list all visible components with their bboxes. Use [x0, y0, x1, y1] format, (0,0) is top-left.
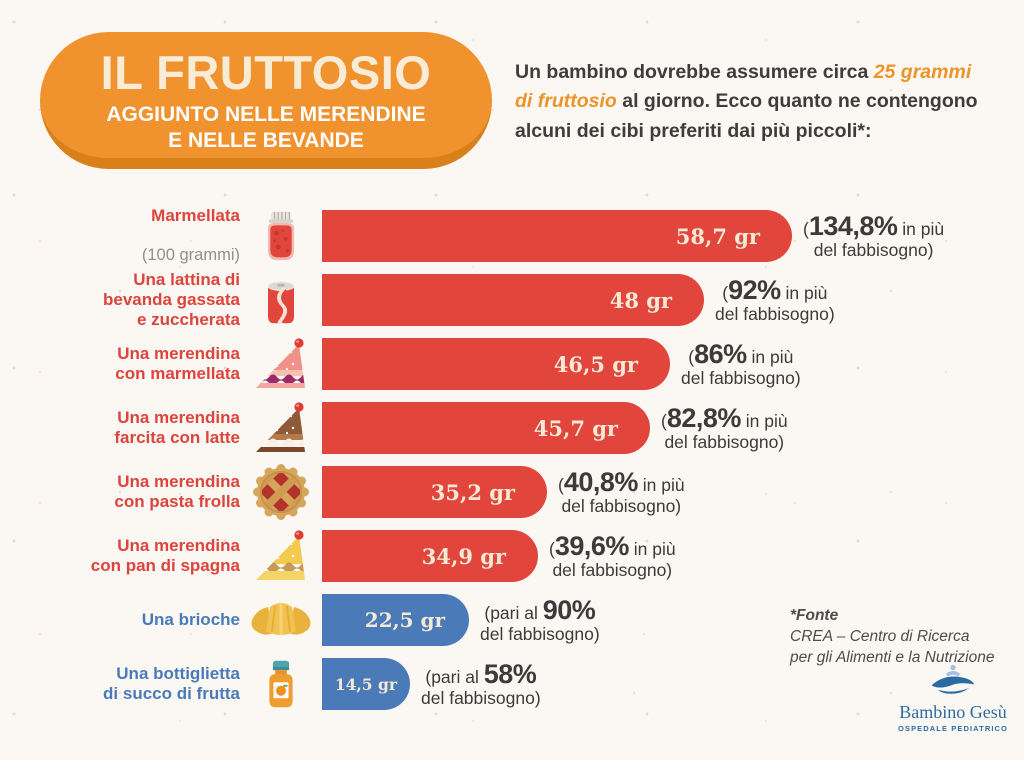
bar-value: 48 gr	[609, 287, 672, 313]
croissant-icon	[240, 597, 322, 643]
juice-bottle-icon	[240, 656, 322, 712]
row-brioche: Una brioche 22,5 gr (pari al 90% del fab…	[0, 594, 1024, 646]
bar-track: 14,5 gr (pari al 58% del fabbisogno)	[322, 658, 1024, 710]
hospital-logo: Bambino Gesù OSPEDALE PEDIATRICO	[888, 664, 1018, 733]
intro-post: al giorno. Ecco quanto ne contengono alc…	[515, 90, 978, 142]
bar: 22,5 gr	[322, 594, 469, 646]
source-line1: CREA – Centro di Ricerca	[790, 627, 970, 645]
bar-track: 58,7 gr (134,8% in più del fabbisogno)	[322, 210, 1024, 262]
bar-annotation: (40,8% in più del fabbisogno)	[558, 466, 685, 517]
bar-annotation: (39,6% in più del fabbisogno)	[549, 530, 676, 581]
row-pan-di-spagna: Una merendina con pan di spagna	[0, 530, 1024, 582]
bar-annotation: (134,8% in più del fabbisogno)	[803, 210, 945, 261]
hospital-logo-subtitle: OSPEDALE PEDIATRICO	[898, 724, 1008, 733]
row-merendina-latte: Una merendina farcita con latte	[0, 402, 1024, 454]
source-note: *Fonte CREA – Centro di Ricerca per gli …	[790, 606, 994, 669]
bar: 45,7 gr	[322, 402, 650, 454]
row-pasta-frolla: Una merendina con pasta frolla	[0, 464, 1024, 520]
row-sublabel: (100 grammi)	[141, 246, 240, 265]
row-label: Marmellata (100 grammi)	[0, 186, 240, 286]
cake-slice-milk-icon	[240, 400, 322, 456]
bar-track: 48 gr (92% in più del fabbisogno)	[322, 274, 1024, 326]
row-label: Una merendina con pan di spagna	[90, 535, 240, 575]
row-marmellata: Marmellata (100 grammi) 58,7 gr	[0, 206, 1024, 264]
bar-track: 35,2 gr (40,8% in più del fabbisogno)	[322, 466, 1024, 518]
bar-annotation: (pari al 58% del fabbisogno)	[421, 658, 541, 709]
hospital-logo-icon	[926, 664, 980, 700]
fructose-bar-chart: Marmellata (100 grammi) 58,7 gr	[0, 206, 1024, 722]
row-label: Una brioche	[141, 609, 240, 629]
row-label: Una merendina con pasta frolla	[114, 471, 240, 511]
bar: 35,2 gr	[322, 466, 547, 518]
bar-track: 46,5 gr (86% in più del fabbisogno)	[322, 338, 1024, 390]
row-label: Una merendina farcita con latte	[114, 407, 240, 447]
bar-value: 35,2 gr	[430, 479, 515, 505]
intro-highlight: 25 grammi di fruttosio	[515, 61, 972, 113]
bar-value: 58,7 gr	[675, 223, 760, 249]
cake-slice-jam-icon	[240, 336, 322, 392]
bar-annotation: (82,8% in più del fabbisogno)	[661, 402, 788, 453]
source-label: *Fonte	[790, 607, 839, 624]
jam-jar-icon	[240, 208, 322, 264]
row-merendina-marmellata: Una merendina con marmellata	[0, 338, 1024, 390]
bar-track: 45,7 gr (82,8% in più del fabbisogno)	[322, 402, 1024, 454]
bar-value: 45,7 gr	[533, 415, 618, 441]
shortcrust-pie-icon	[240, 464, 322, 520]
row-succo-di-frutta: Una bottiglietta di succo di frutta 14,5…	[0, 658, 1024, 710]
page-subtitle: AGGIUNTO NELLE MERENDINE E NELLE BEVANDE	[106, 103, 426, 152]
bar-value: 34,9 gr	[421, 543, 506, 569]
bar: 14,5 gr	[322, 658, 410, 710]
bar-track: 34,9 gr (39,6% in più del fabbisogno)	[322, 530, 1024, 582]
bar-value: 14,5 gr	[334, 674, 397, 694]
sponge-cake-slice-icon	[240, 528, 322, 584]
intro-text: Un bambino dovrebbe assumere circa 25 gr…	[515, 58, 993, 146]
bar-annotation: (92% in più del fabbisogno)	[715, 274, 835, 325]
bar-annotation: (pari al 90% del fabbisogno)	[480, 594, 600, 645]
bar-value: 22,5 gr	[364, 608, 445, 632]
bar: 34,9 gr	[322, 530, 538, 582]
row-label: Una lattina di bevanda gassata e zuccher…	[102, 269, 240, 330]
header-banner: IL FRUTTOSIO AGGIUNTO NELLE MERENDINE E …	[40, 32, 492, 169]
bar-annotation: (86% in più del fabbisogno)	[681, 338, 801, 389]
soda-can-icon	[240, 272, 322, 328]
bar-track: 22,5 gr (pari al 90% del fabbisogno)	[322, 594, 1024, 646]
row-lattina-bevanda-gassata: Una lattina di bevanda gassata e zuccher…	[0, 270, 1024, 329]
bar-value: 46,5 gr	[553, 351, 638, 377]
row-label: Una bottiglietta di succo di frutta	[103, 663, 240, 703]
source-line2: per gli Alimenti e la Nutrizione	[790, 648, 995, 666]
bar: 46,5 gr	[322, 338, 670, 390]
bar: 58,7 gr	[322, 210, 792, 262]
hospital-logo-name: Bambino Gesù	[899, 702, 1007, 722]
page-title: IL FRUTTOSIO	[100, 46, 432, 99]
bar: 48 gr	[322, 274, 704, 326]
intro-pre: Un bambino dovrebbe assumere circa	[515, 61, 874, 83]
row-label: Una merendina con marmellata	[115, 343, 240, 383]
